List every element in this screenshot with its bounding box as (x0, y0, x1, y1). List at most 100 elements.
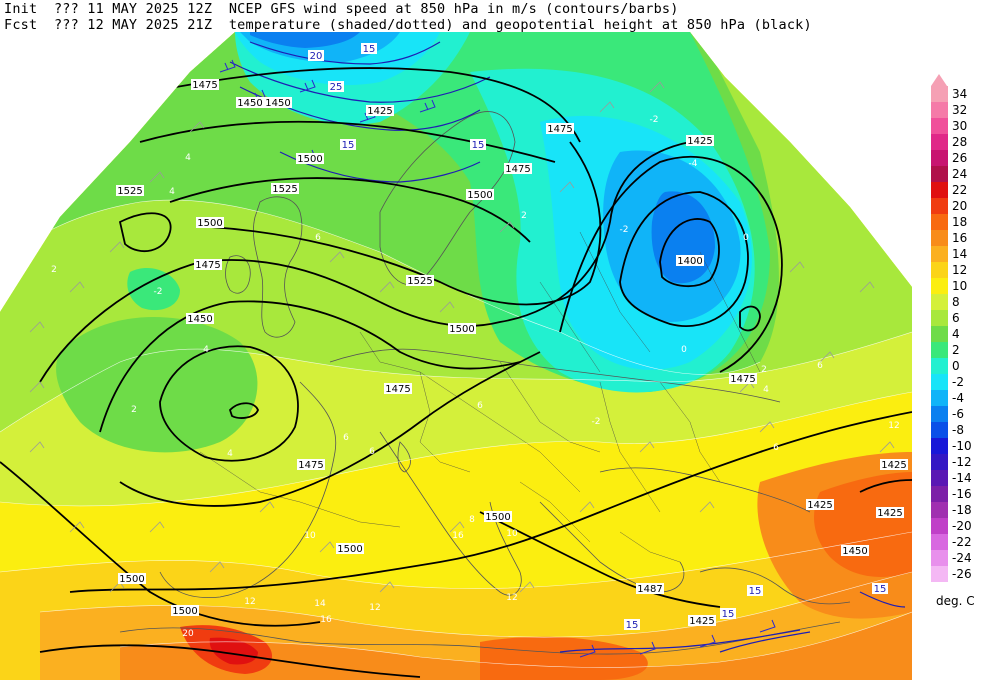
height-contour-label: 1425 (807, 500, 832, 511)
temperature-label: 12 (506, 593, 517, 603)
colorbar-level: 20 (928, 198, 1000, 214)
colorbar-label: -24 (952, 551, 972, 565)
height-contour-label: 1500 (197, 218, 222, 229)
height-contour-label-box (448, 323, 476, 334)
wind-speed-label-box (747, 585, 763, 596)
colorbar-label: 26 (952, 151, 968, 165)
wind-speed-label-box (361, 43, 377, 54)
height-contour-label-box (636, 583, 664, 594)
colorbar-swatch (931, 214, 948, 230)
colorbar-level: -24 (928, 550, 1000, 566)
colorbar-level: 8 (928, 294, 1000, 310)
colorbar-level: 22 (928, 182, 1000, 198)
temperature-label: 6 (369, 447, 375, 457)
height-contour-label-box (880, 459, 908, 470)
height-contour-label: 1500 (449, 324, 474, 335)
wind-speed-label-box (308, 50, 324, 61)
forecast-label: Fcst (4, 17, 38, 33)
height-contour-label-box (297, 459, 325, 470)
temperature-label: 12 (369, 603, 380, 613)
height-contour-label: 1475 (195, 260, 220, 271)
colorbar-level: -10 (928, 438, 1000, 454)
height-contour-label: 1525 (117, 186, 142, 197)
temperature-label: 4 (763, 385, 769, 395)
temperature-label: -2 (592, 417, 601, 427)
colorbar-swatch (931, 470, 948, 486)
colorbar-swatch (931, 342, 948, 358)
colorbar-label: 24 (952, 167, 968, 181)
colorbar-level: -4 (928, 390, 1000, 406)
colorbar-swatch (931, 454, 948, 470)
temperature-label: -2 (650, 115, 659, 125)
wind-speed-label: 15 (342, 140, 355, 151)
colorbar-level: 12 (928, 262, 1000, 278)
height-contour-label-box (271, 183, 299, 194)
temperature-label: 4 (185, 153, 191, 163)
height-contour-label: 1475 (730, 374, 755, 385)
colorbar-swatch (931, 518, 948, 534)
wind-speed-label: 15 (472, 140, 485, 151)
height-contour-label: 1400 (677, 256, 702, 267)
height-contour-label: 1500 (119, 574, 144, 585)
height-contour-label: 1500 (172, 606, 197, 617)
colorbar-swatch (931, 502, 948, 518)
height-contour-label: 1475 (298, 460, 323, 471)
colorbar-swatch (931, 326, 948, 342)
colorbar-swatch (931, 118, 948, 134)
strong-wind-barbs (189, 49, 776, 658)
colorbar-level: 28 (928, 134, 1000, 150)
colorbar-label: -16 (952, 487, 972, 501)
temperature-label: -2 (154, 287, 163, 297)
height-contour-label: 1425 (877, 508, 902, 519)
height-contour-label-box (676, 255, 704, 266)
height-contour-label-box (484, 511, 512, 522)
wind-speed-label: 15 (626, 620, 639, 631)
colorbar-label: -10 (952, 439, 972, 453)
colorbar-level: -20 (928, 518, 1000, 534)
colorbar-label: -18 (952, 503, 972, 517)
temperature-contours (0, 199, 912, 668)
colorbar-label: 22 (952, 183, 968, 197)
colorbar-level: -18 (928, 502, 1000, 518)
colorbar-label: 18 (952, 215, 968, 229)
colorbar-level: -16 (928, 486, 1000, 502)
height-contour-label: 1500 (485, 512, 510, 523)
colorbar-label: 34 (952, 87, 968, 101)
colorbar-label: 2 (952, 343, 960, 357)
colorbar-level: 26 (928, 150, 1000, 166)
weather-map: 1475 1450 1425 1450 1475 1500 1525 1525 1500 1500… (0, 32, 912, 680)
colorbar-swatch (931, 166, 948, 182)
temperature-label: 2 (521, 211, 527, 221)
height-contour-label: 1450 (187, 314, 212, 325)
colorbar-label: 14 (952, 247, 968, 261)
colorbar-level: -12 (928, 454, 1000, 470)
height-contour-label-box (466, 189, 494, 200)
colorbar-swatch (931, 182, 948, 198)
geopotential-height-contours (0, 67, 912, 678)
temperature-label: 4 (227, 449, 233, 459)
height-contour-label: 1475 (385, 384, 410, 395)
height-contour-label: 1475 (192, 80, 217, 91)
wind-speed-label-box (328, 81, 344, 92)
temperature-label: 12 (244, 597, 255, 607)
temperature-label: 6 (343, 433, 349, 443)
header-title-wind: NCEP GFS wind speed at 850 hPa in m/s (c… (228, 1, 679, 17)
init-time: ??? 11 MAY 2025 12Z (53, 1, 213, 17)
colorbar-swatch (931, 374, 948, 390)
height-contour-label: 1425 (367, 106, 392, 117)
colorbar-swatch (931, 486, 948, 502)
wind-speed-label-box (720, 608, 736, 619)
height-contour-label-box (366, 105, 394, 116)
temperature-label: 8 (469, 515, 475, 525)
colorbar-level: 16 (928, 230, 1000, 246)
colorbar-level: 6 (928, 310, 1000, 326)
height-contour-label-box (336, 543, 364, 554)
colorbar-label: -26 (952, 567, 972, 581)
colorbar-level: 14 (928, 246, 1000, 262)
wind-speed-label: 25 (330, 82, 343, 93)
colorbar-label: 12 (952, 263, 968, 277)
height-contour-label: 1487 (637, 584, 662, 595)
